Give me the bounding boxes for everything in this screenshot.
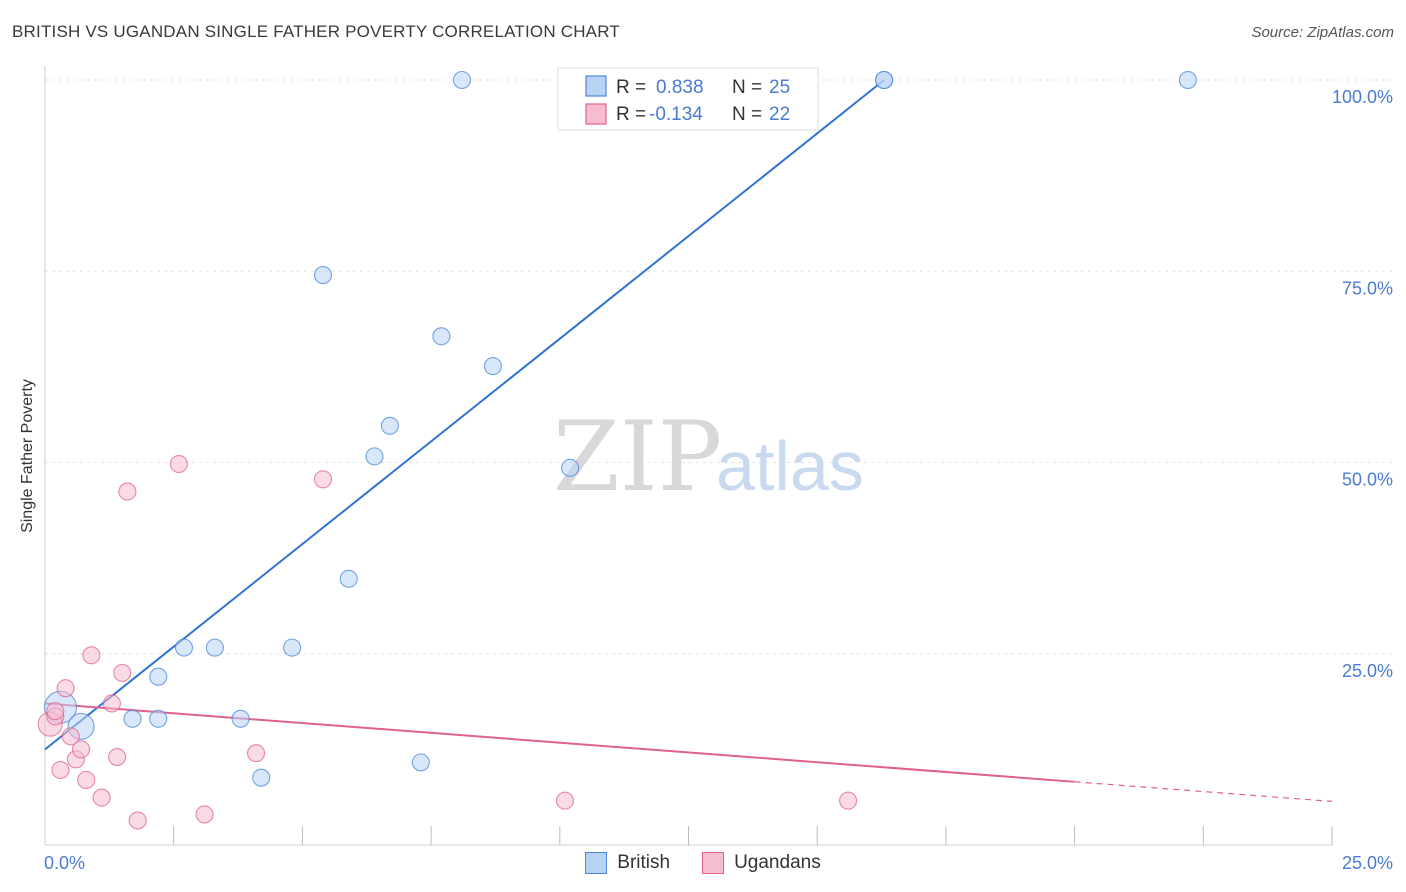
point-british-24 [1178, 70, 1197, 90]
legend-r-label-british: R = [616, 77, 646, 98]
point-british-13 [380, 416, 399, 435]
chart-title: BRITISH VS UGANDAN SINGLE FATHER POVERTY… [12, 22, 620, 41]
point-british-7 [231, 709, 250, 728]
source-label: Source: ZipAtlas.com [1251, 24, 1394, 41]
point-ugandan-15 [169, 454, 188, 474]
watermark: ZIP atlas [553, 401, 864, 513]
point-british-8 [252, 768, 271, 787]
point-ugandan-9 [92, 788, 111, 807]
x-tick-label-0: 0.0% [44, 853, 85, 873]
point-british-6 [205, 638, 224, 657]
point-british-2 [123, 709, 142, 728]
point-ugandan-3 [56, 679, 75, 698]
point-ugandan-7 [77, 770, 96, 790]
legend-item-ugandans[interactable]: Ugandans [702, 852, 821, 874]
point-ugandan-4 [61, 727, 80, 746]
point-british-17 [483, 357, 502, 376]
point-british-23 [875, 70, 894, 90]
point-british-10 [313, 266, 333, 285]
point-ugandan-19 [555, 791, 574, 810]
legend-n-label-british: N = [732, 77, 762, 98]
point-ugandan-17 [247, 744, 266, 763]
legend-n-value-ugandans: 22 [769, 104, 790, 125]
trend-line-ugandans [44, 702, 1075, 783]
trend-line-ugandans-extension [1074, 781, 1333, 802]
point-british-18 [561, 458, 580, 477]
point-british-15 [432, 327, 451, 346]
point-ugandan-16 [195, 805, 214, 824]
point-ugandan-12 [113, 663, 132, 682]
data-points [37, 70, 1197, 830]
ugandans-swatch [702, 852, 725, 874]
point-british-4 [149, 667, 168, 686]
point-ugandan-8 [82, 646, 101, 665]
point-ugandan-6 [71, 740, 91, 759]
point-ugandan-14 [128, 811, 147, 830]
legend-r-value-ugandans: -0.134 [649, 104, 703, 125]
x-tick-label-25: 25.0% [1342, 853, 1393, 873]
y-tick-label-75: 75.0% [1342, 278, 1393, 298]
watermark-atlas: atlas [716, 427, 864, 505]
stats-legend: R = 0.838 N = 25 R = -0.134 N = 22 [557, 67, 819, 131]
point-ugandan-2 [51, 760, 70, 780]
point-ugandan-10 [102, 694, 121, 713]
point-british-16 [452, 70, 472, 90]
point-british-14 [411, 753, 430, 772]
gridlines [45, 79, 1392, 655]
point-ugandan-20 [839, 791, 858, 810]
point-british-9 [283, 638, 302, 657]
legend-swatch-ugandans [585, 103, 607, 125]
point-british-11 [339, 569, 358, 588]
y-tick-label-100: 100.0% [1332, 87, 1393, 107]
tick-labels: 25.0% 50.0% 75.0% 100.0% 0.0% 25.0% [44, 87, 1393, 873]
british-swatch [585, 852, 608, 874]
point-british-3 [149, 709, 168, 728]
point-ugandan-21 [46, 702, 65, 721]
trend-lines [44, 79, 1333, 802]
ugandans-label: Ugandans [734, 852, 821, 873]
y-tick-label-50: 50.0% [1342, 470, 1393, 490]
watermark-zip: ZIP [553, 401, 722, 513]
point-ugandan-18 [313, 470, 333, 489]
point-british-5 [174, 638, 194, 657]
trend-line-british [44, 79, 885, 751]
point-ugandan-11 [108, 747, 127, 767]
legend-n-value-british: 25 [769, 77, 790, 98]
bottom-legend: British Ugandans [0, 852, 1406, 874]
point-british-12 [365, 447, 384, 466]
legend-n-label-ugandans: N = [732, 104, 762, 125]
british-label: British [617, 852, 671, 873]
axes [44, 66, 1333, 846]
legend-r-value-british: 0.838 [656, 77, 704, 98]
legend-item-british[interactable]: British [585, 852, 670, 874]
legend-swatch-british [585, 75, 607, 97]
legend-r-label-ugandans: R = [616, 104, 646, 125]
point-ugandan-13 [118, 482, 137, 501]
y-tick-label-25: 25.0% [1342, 661, 1393, 681]
